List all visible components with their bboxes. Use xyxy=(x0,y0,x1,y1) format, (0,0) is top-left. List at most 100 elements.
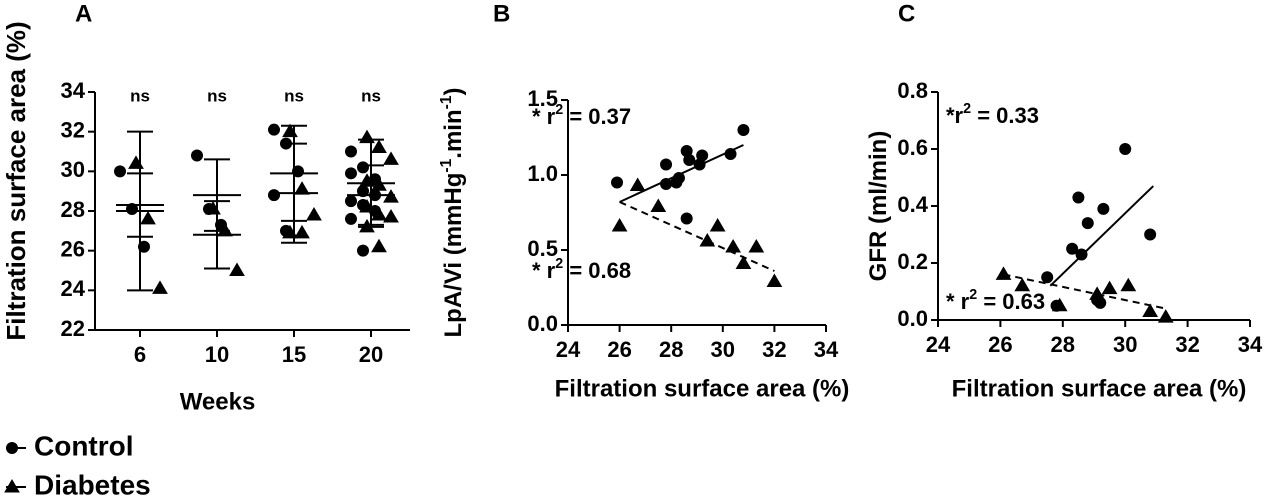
point xyxy=(6,442,18,454)
x-tick-label: 34 xyxy=(1238,332,1263,357)
fit-line xyxy=(619,201,775,272)
y-axis-label-part: -1 xyxy=(438,95,455,109)
point xyxy=(383,151,399,165)
point xyxy=(371,238,387,253)
annotation-part: * r xyxy=(532,258,556,283)
annotation: ns xyxy=(207,86,227,105)
point xyxy=(1041,271,1054,284)
point xyxy=(1119,143,1132,155)
point xyxy=(294,181,310,195)
point xyxy=(306,206,322,221)
y-tick-label: 0.8 xyxy=(897,78,928,103)
y-axis-label: GFR (ml/min) xyxy=(865,131,892,282)
fit-line xyxy=(619,144,744,203)
point xyxy=(294,224,310,239)
point xyxy=(152,280,168,294)
annotation-part: = 0.68 xyxy=(563,258,631,283)
panel-label: C xyxy=(898,0,915,27)
point xyxy=(359,129,375,144)
annotation: ns xyxy=(130,86,150,105)
point xyxy=(680,212,693,225)
y-axis-label: LpA/Vi (mmHg-1.min-1) xyxy=(438,88,468,338)
point xyxy=(282,123,298,138)
point xyxy=(140,210,156,225)
x-tick-label: 20 xyxy=(359,342,383,367)
y-tick-label: 30 xyxy=(61,157,85,182)
y-tick-label: 1.0 xyxy=(527,161,558,186)
y-axis-label-part: .min xyxy=(440,109,467,158)
annotation: * r2 = 0.68 xyxy=(532,256,631,283)
x-tick-label: 10 xyxy=(205,342,229,367)
point xyxy=(1094,296,1107,309)
point xyxy=(766,273,783,287)
point xyxy=(735,255,752,269)
point xyxy=(629,177,646,191)
y-tick-label: 32 xyxy=(61,117,85,142)
fit-line xyxy=(1003,273,1166,310)
annotation-part: 2 xyxy=(555,256,563,272)
x-axis-label: Filtration surface area (%) xyxy=(952,375,1247,402)
point xyxy=(748,239,765,253)
y-axis-label-part: ) xyxy=(440,88,467,96)
point xyxy=(725,239,741,253)
x-tick-label: 28 xyxy=(1051,332,1075,357)
y-tick-label: 0.0 xyxy=(527,311,558,336)
legend-label: Control xyxy=(34,430,134,461)
x-tick-label: 30 xyxy=(711,337,735,362)
x-tick-label: 34 xyxy=(814,337,839,362)
x-tick-label: 24 xyxy=(926,332,951,357)
point xyxy=(191,149,203,162)
x-tick-label: 32 xyxy=(762,337,786,362)
point xyxy=(611,218,628,232)
point xyxy=(1072,191,1085,204)
panel-label: B xyxy=(493,0,510,27)
point xyxy=(114,165,126,178)
point xyxy=(724,148,737,160)
point xyxy=(345,167,357,180)
y-axis-label-part: GFR (ml/min) xyxy=(865,131,892,282)
point xyxy=(4,479,20,493)
point xyxy=(1097,202,1110,215)
point xyxy=(217,222,233,237)
x-axis-label: Weeks xyxy=(180,388,256,415)
point xyxy=(650,198,667,212)
x-tick-label: 15 xyxy=(282,342,306,367)
x-tick-label: 24 xyxy=(556,337,581,362)
legend-label: Diabetes xyxy=(34,469,151,500)
annotation-part: = 0.63 xyxy=(977,289,1045,314)
x-tick-label: 30 xyxy=(1113,332,1137,357)
x-tick-label: 26 xyxy=(607,337,631,362)
annotation-part: = 0.33 xyxy=(971,103,1039,128)
point xyxy=(345,145,357,158)
annotation-part: 2 xyxy=(555,102,563,118)
y-axis-label-part: -1 xyxy=(438,158,455,172)
x-tick-label: 32 xyxy=(1175,332,1199,357)
point xyxy=(1144,228,1157,241)
y-tick-label: 28 xyxy=(61,197,85,222)
point xyxy=(1066,242,1079,255)
y-tick-label: 0.0 xyxy=(897,306,928,331)
annotation-part: = 0.37 xyxy=(563,104,631,129)
x-tick-label: 6 xyxy=(134,342,146,367)
y-tick-label: 0.2 xyxy=(897,249,928,274)
point xyxy=(1014,277,1031,292)
point xyxy=(737,124,750,136)
point xyxy=(1081,217,1094,230)
annotation: *r2 = 0.33 xyxy=(946,101,1039,128)
point xyxy=(696,149,709,162)
panel-label: A xyxy=(75,0,92,27)
point xyxy=(1142,303,1159,317)
point xyxy=(371,177,387,191)
point xyxy=(1120,277,1137,292)
y-tick-label: 1.5 xyxy=(527,86,558,111)
x-axis-label: Filtration surface area (%) xyxy=(555,375,850,402)
annotation-part: 2 xyxy=(963,101,971,117)
annotation: ns xyxy=(284,86,304,105)
point xyxy=(1051,297,1068,312)
point xyxy=(357,244,369,257)
annotation: ns xyxy=(361,86,381,105)
y-tick-label: 0.5 xyxy=(527,236,558,261)
point xyxy=(995,266,1012,280)
y-axis-label: Filtration surface area (%) xyxy=(1,21,31,340)
